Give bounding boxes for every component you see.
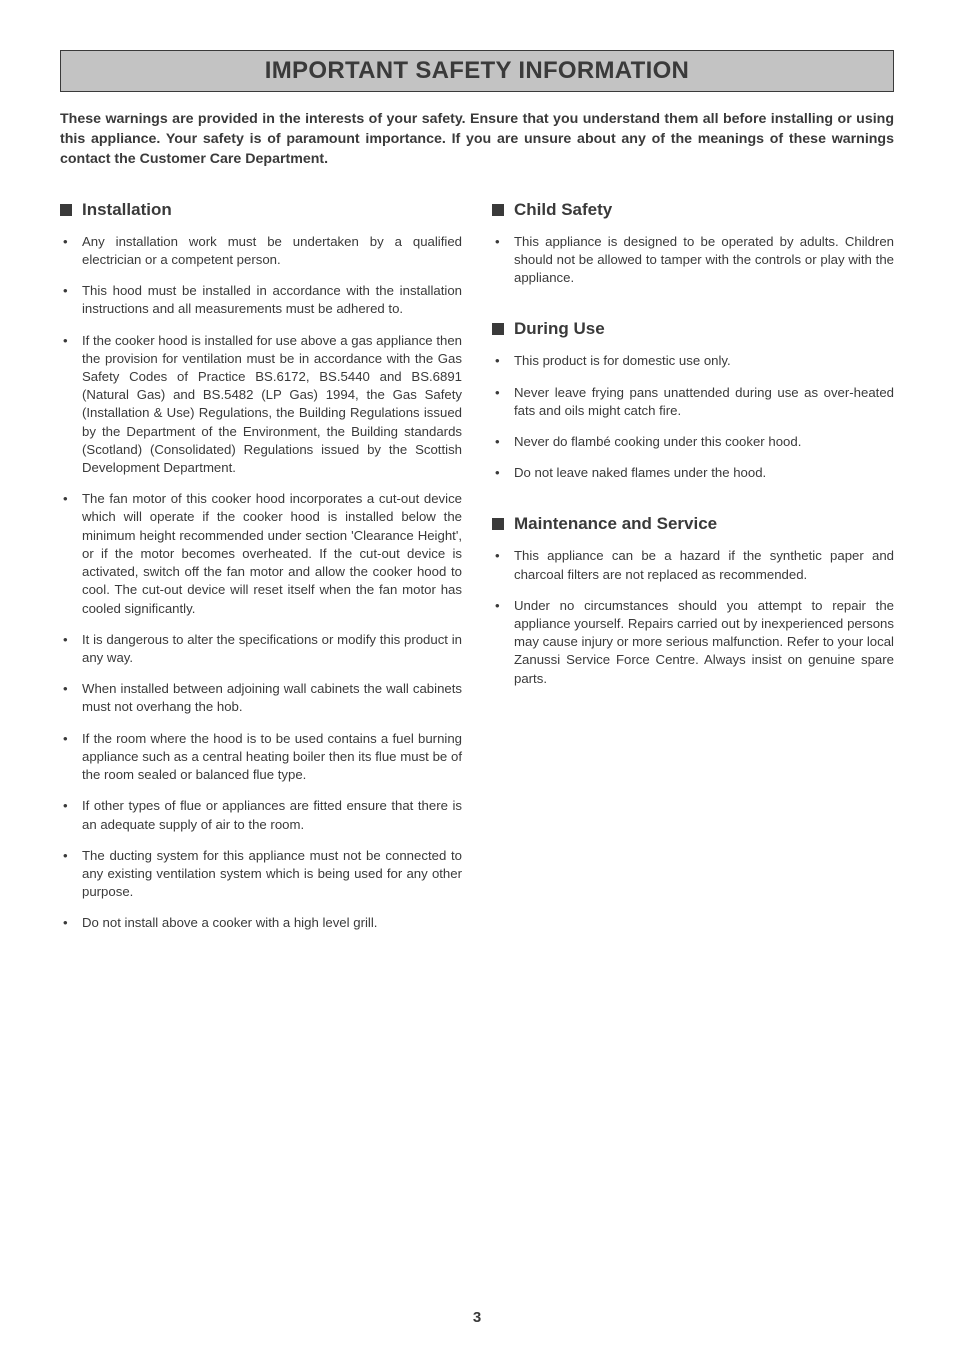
right-column: Child Safety This appliance is designed t… (492, 200, 894, 933)
content-columns: Installation Any installation work must b… (60, 200, 894, 933)
list-item: This appliance can be a hazard if the sy… (492, 547, 894, 583)
square-bullet-icon (492, 204, 504, 216)
list-item: If the cooker hood is installed for use … (60, 332, 462, 478)
bullet-list: Any installation work must be undertaken… (60, 233, 462, 933)
section-heading: Child Safety (492, 200, 894, 220)
section-title: Child Safety (514, 200, 612, 220)
section-title: Maintenance and Service (514, 514, 717, 534)
square-bullet-icon (492, 518, 504, 530)
list-item: This product is for domestic use only. (492, 352, 894, 370)
list-item: It is dangerous to alter the specificati… (60, 631, 462, 667)
list-item: This appliance is designed to be operate… (492, 233, 894, 288)
section-heading: During Use (492, 319, 894, 339)
title-bar: IMPORTANT SAFETY INFORMATION (60, 50, 894, 92)
list-item: Never do flambé cooking under this cooke… (492, 433, 894, 451)
list-item: Do not install above a cooker with a hig… (60, 914, 462, 932)
page-number: 3 (0, 1309, 954, 1326)
section-title: Installation (82, 200, 172, 220)
list-item: Any installation work must be undertaken… (60, 233, 462, 269)
list-item: When installed between adjoining wall ca… (60, 680, 462, 716)
bullet-list: This appliance is designed to be operate… (492, 233, 894, 288)
list-item: Do not leave naked flames under the hood… (492, 464, 894, 482)
section-title: During Use (514, 319, 605, 339)
left-column: Installation Any installation work must b… (60, 200, 462, 933)
list-item: If the room where the hood is to be used… (60, 730, 462, 785)
square-bullet-icon (492, 323, 504, 335)
bullet-list: This appliance can be a hazard if the sy… (492, 547, 894, 688)
page-title: IMPORTANT SAFETY INFORMATION (61, 57, 893, 85)
list-item: The ducting system for this appliance mu… (60, 847, 462, 902)
list-item: Never leave frying pans unattended durin… (492, 384, 894, 420)
list-item: This hood must be installed in accordanc… (60, 282, 462, 318)
intro-paragraph: These warnings are provided in the inter… (60, 110, 894, 170)
square-bullet-icon (60, 204, 72, 216)
bullet-list: This product is for domestic use only. Ne… (492, 352, 894, 482)
list-item: The fan motor of this cooker hood incorp… (60, 490, 462, 618)
section-heading: Maintenance and Service (492, 514, 894, 534)
section-heading: Installation (60, 200, 462, 220)
list-item: If other types of flue or appliances are… (60, 797, 462, 833)
list-item: Under no circumstances should you attemp… (492, 597, 894, 688)
